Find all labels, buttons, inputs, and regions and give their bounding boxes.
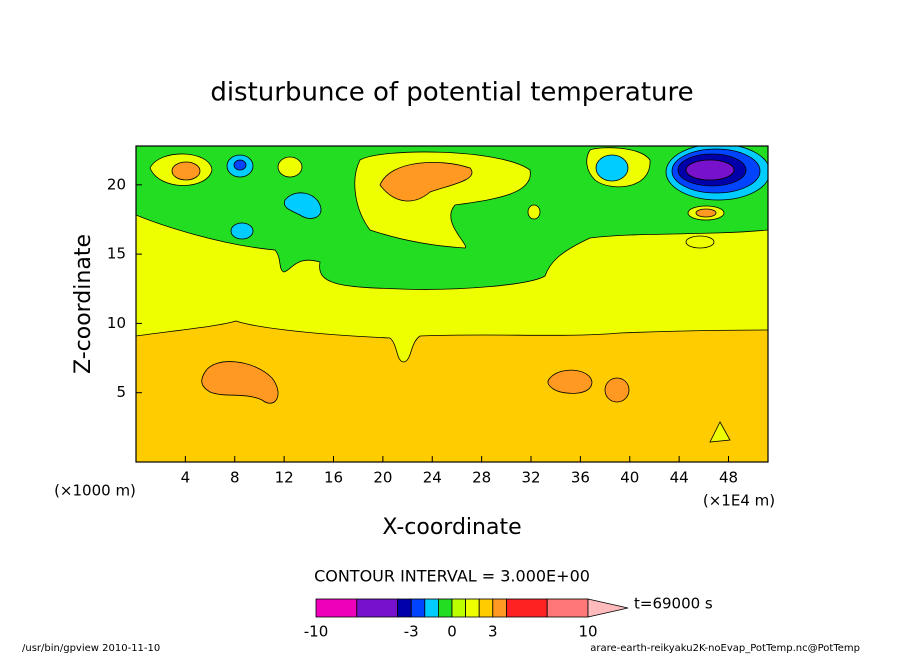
x-tick-label: 44 — [670, 469, 689, 487]
x-unit-label: (×1000 m) — [54, 482, 136, 500]
x-tick-label: 28 — [472, 469, 491, 487]
colorbar-segment — [492, 598, 507, 618]
contour-region — [527, 204, 541, 220]
x-tick-label: 20 — [373, 469, 392, 487]
contour-region — [277, 156, 303, 178]
colorbar-segment — [451, 598, 467, 618]
footer-left: /usr/bin/gpview 2010-11-10 — [22, 643, 160, 654]
contour-region — [171, 161, 201, 181]
x-tick-label: 12 — [275, 469, 294, 487]
colorbar-segment — [437, 598, 453, 618]
contour-region — [283, 192, 322, 219]
colorbar-segment — [505, 598, 548, 618]
x-tick-label: 24 — [423, 469, 442, 487]
contour-region — [709, 421, 731, 443]
contour-region — [695, 208, 717, 218]
x-tick-label: 8 — [230, 469, 240, 487]
colorbar-segment — [315, 598, 358, 618]
x-unit-label: (×1E4 m) — [703, 492, 775, 510]
contour-region — [604, 377, 630, 403]
contour-region — [201, 361, 279, 404]
colorbar-segment — [546, 598, 589, 618]
colorbar-segment — [424, 598, 439, 618]
y-tick-label: 15 — [107, 245, 126, 263]
time-label: t=69000 s — [634, 595, 713, 613]
colorbar-tick-label: 10 — [578, 623, 597, 641]
y-axis-label: Z-coordinate — [71, 234, 96, 374]
y-tick-label: 20 — [107, 175, 126, 193]
footer-right: arare-earth-reikyaku2K-noEvap_PotTemp.nc… — [590, 643, 860, 654]
contour-field — [136, 146, 768, 462]
colorbar-over — [587, 598, 629, 618]
contour-region — [547, 369, 593, 394]
colorbar-tick-label: 3 — [488, 623, 498, 641]
chart-title: disturbunce of potential temperature — [210, 78, 693, 108]
contour-interval: CONTOUR INTERVAL = 3.000E+00 — [314, 567, 590, 586]
y-tick-label: 5 — [116, 383, 126, 401]
colorbar-segment — [356, 598, 398, 618]
colorbar-tick-label: -3 — [404, 623, 419, 641]
x-tick-label: 16 — [324, 469, 343, 487]
colorbar-tick-label: 0 — [447, 623, 457, 641]
x-tick-label: 32 — [521, 469, 540, 487]
y-tick-label: 10 — [107, 314, 126, 332]
contour-region — [685, 159, 735, 181]
contour-region — [230, 222, 254, 240]
colorbar-segment — [465, 598, 480, 618]
x-tick-label: 4 — [181, 469, 191, 487]
colorbar-segment — [397, 598, 412, 618]
colorbar-segment — [410, 598, 426, 618]
contour-region — [595, 154, 629, 182]
plot-frame — [135, 145, 769, 463]
x-axis-label: X-coordinate — [382, 515, 521, 540]
contour-region — [685, 235, 715, 249]
x-tick-label: 48 — [719, 469, 738, 487]
x-tick-label: 36 — [571, 469, 590, 487]
x-tick-label: 40 — [620, 469, 639, 487]
colorbar-segment — [478, 598, 494, 618]
colorbar-tick-label: -10 — [304, 623, 329, 641]
contour-region — [233, 159, 247, 171]
contour-region — [379, 161, 473, 202]
